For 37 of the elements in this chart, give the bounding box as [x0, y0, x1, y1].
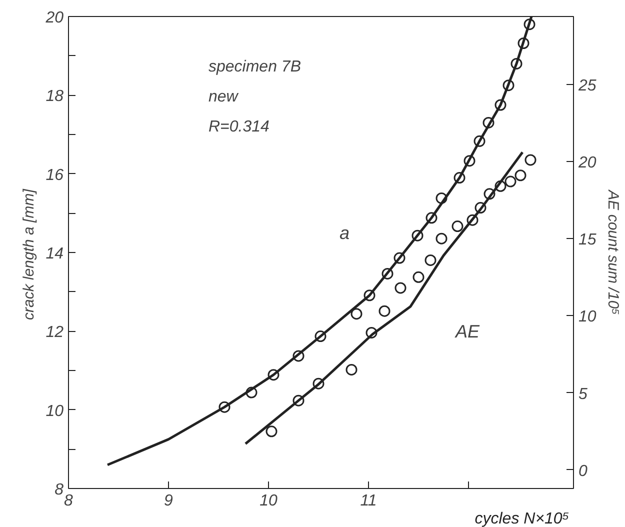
- y-tick-label: 18: [46, 88, 64, 106]
- point: [350, 308, 362, 320]
- x-tick-label: 10: [260, 492, 278, 510]
- point: [514, 170, 526, 182]
- x-tick-label: 9: [164, 492, 174, 510]
- y-tick-label: 20: [44, 10, 64, 26]
- point: [346, 364, 358, 376]
- y2-tick-label: 0: [578, 462, 588, 480]
- y-axis-title: crack length a [mm]: [20, 188, 38, 320]
- point: [504, 176, 516, 188]
- point: [394, 282, 406, 294]
- y2-tick-label: 15: [578, 232, 596, 249]
- x-tick-label: 11: [360, 492, 377, 510]
- line-series: [244, 150, 524, 446]
- annotation: R=0.314: [208, 118, 270, 136]
- y2-tick-label: 5: [578, 386, 588, 403]
- point: [378, 305, 390, 317]
- y-tick-label: 12: [46, 324, 64, 342]
- point: [424, 254, 436, 266]
- y2-tick-label: 10: [578, 308, 596, 326]
- point: [436, 232, 448, 244]
- annotation: specimen 7B: [208, 58, 302, 76]
- point: [412, 271, 424, 283]
- point: [524, 154, 536, 166]
- annotation: new: [208, 88, 240, 106]
- text: a: [339, 223, 350, 244]
- x-axis-title: cycles N×10⁵: [474, 510, 570, 527]
- y-tick-label: 10: [46, 402, 64, 420]
- y-tick-label: 16: [46, 166, 64, 184]
- y-tick-label: 8: [54, 482, 64, 498]
- y2-axis-title: AE count sum /10⁵: [604, 189, 622, 315]
- y2-tick-label: 25: [578, 77, 596, 94]
- y2-tick-label: 20: [578, 154, 596, 172]
- y-tick-label: 14: [46, 246, 64, 262]
- point: [266, 426, 278, 438]
- text: AE: [454, 321, 481, 342]
- point: [452, 220, 464, 232]
